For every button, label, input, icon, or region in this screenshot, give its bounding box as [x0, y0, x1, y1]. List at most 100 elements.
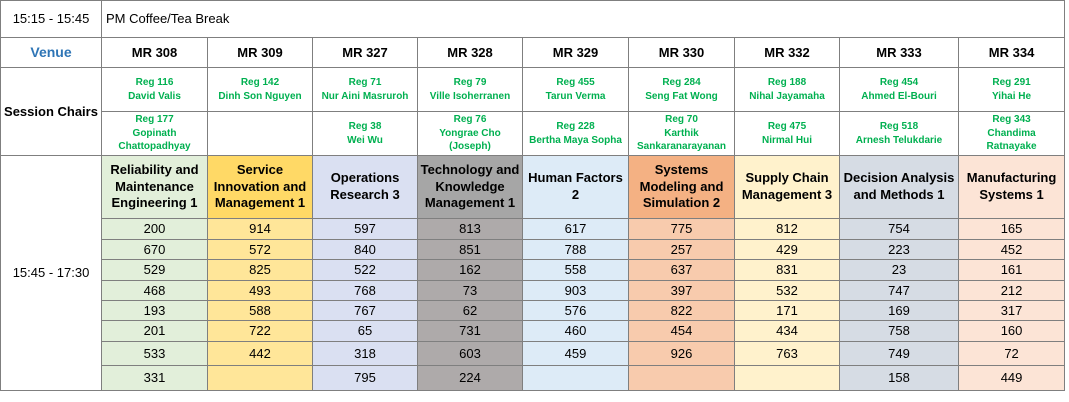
paper-id: 452 [957, 239, 1066, 260]
session-title: Systems Modeling and Simulation 2 [628, 155, 735, 219]
paper-id: 603 [417, 341, 523, 366]
chair-reg: Reg 455 [556, 77, 595, 88]
table-row: Session Chairs Reg 116 David Valis Reg 142 D… [0, 67, 1066, 156]
paper-id: 165 [957, 218, 1066, 240]
paper-id: 749 [839, 341, 959, 366]
paper-id: 914 [207, 218, 313, 240]
paper-id: 331 [101, 365, 208, 391]
paper-id [207, 365, 313, 391]
chair-name: Seng Fat Wong [645, 90, 718, 102]
paper-id [628, 365, 735, 391]
session-chair: Reg 188 Nihal Jayamaha [734, 67, 840, 112]
session-chair: Reg 79 Ville Isoherranen [417, 67, 523, 112]
paper-id: 429 [734, 239, 840, 260]
paper-id: 224 [417, 365, 523, 391]
session-chair: Reg 70 Karthik Sankaranarayanan [628, 111, 735, 156]
paper-id [734, 365, 840, 391]
paper-id: 763 [734, 341, 840, 366]
chair-reg: Reg 116 [135, 77, 174, 88]
venue: MR 329 [522, 37, 629, 68]
chair-reg: Reg 177 [135, 114, 174, 126]
paper-id: 460 [522, 320, 629, 342]
session-title: Operations Research 3 [312, 155, 418, 219]
chair-name: Arnesh Telukdarie [855, 134, 943, 146]
paper-id: 617 [522, 218, 629, 240]
paper-id: 318 [312, 341, 418, 366]
venue: MR 332 [734, 37, 840, 68]
chair-reg: Reg 70 [665, 114, 698, 126]
paper-id: 257 [628, 239, 735, 260]
chair-reg: Reg 475 [767, 121, 807, 132]
venue: MR 334 [957, 37, 1066, 68]
chair-name: Nur Aini Masruroh [321, 90, 409, 102]
chair-name: Wei Wu [347, 134, 383, 146]
venue: MR 308 [101, 37, 208, 68]
paper-id: 572 [207, 239, 313, 260]
paper-id: 768 [312, 280, 418, 301]
chair-reg: Reg 291 [992, 77, 1031, 88]
paper-id: 160 [957, 320, 1066, 342]
chair-name: Gopinath Chattopadhyay [118, 127, 191, 153]
table-row: Reg 177 Gopinath Chattopadhyay Reg 38 Wei W… [1, 111, 1066, 156]
paper-id: 576 [522, 300, 629, 321]
paper-id: 193 [101, 300, 208, 321]
paper-id: 434 [734, 320, 840, 342]
chair-reg: Reg 142 [240, 77, 280, 88]
paper-id: 23 [839, 259, 959, 281]
table-row: 468 493 768 73 903 397 532 747 212 [1, 280, 1066, 301]
session-chair: Reg 228 Bertha Maya Sopha [522, 111, 629, 156]
paper-id: 747 [839, 280, 959, 301]
table-row: 15:15 - 15:45 PM Coffee/Tea Break [0, 0, 1066, 38]
paper-id: 65 [312, 320, 418, 342]
paper-id: 731 [417, 320, 523, 342]
session-chair: Reg 116 David Valis [101, 67, 208, 112]
chair-name: Yongrae Cho (Joseph) [439, 127, 501, 153]
paper-id: 825 [207, 259, 313, 281]
session-chair: Reg 71 Nur Aini Masruroh [312, 67, 418, 112]
chair-reg: Reg 228 [556, 121, 595, 132]
table-row: 331 795 224 158 449 [1, 365, 1066, 391]
paper-id: 588 [207, 300, 313, 321]
paper-id: 795 [312, 365, 418, 391]
paper-id: 840 [312, 239, 418, 260]
paper-id: 722 [207, 320, 313, 342]
venue: MR 327 [312, 37, 418, 68]
chair-name: Yihai He [992, 90, 1032, 102]
chair-name: Ville Isoherranen [429, 90, 511, 102]
schedule-table: 15:15 - 15:45 PM Coffee/Tea Break Venue MR … [0, 0, 1066, 391]
paper-id: 162 [417, 259, 523, 281]
paper-id: 831 [734, 259, 840, 281]
paper-id: 317 [957, 300, 1066, 321]
table-row: 201 722 65 731 460 454 434 758 160 [1, 320, 1066, 342]
paper-id: 158 [839, 365, 959, 391]
chair-name: Dinh Son Nguyen [218, 90, 302, 102]
paper-id: 397 [628, 280, 735, 301]
chair-reg: Reg 188 [767, 77, 807, 88]
paper-id: 468 [101, 280, 208, 301]
session-chair: Reg 518 Arnesh Telukdarie [839, 111, 959, 156]
chair-name: Bertha Maya Sopha [529, 134, 622, 146]
session-chair: Reg 475 Nirmal Hui [734, 111, 840, 156]
table-row: 670 572 840 851 788 257 429 223 452 [1, 239, 1066, 260]
table-row: 193 588 767 62 576 822 171 169 317 [1, 300, 1066, 321]
venue: MR 309 [207, 37, 313, 68]
paper-id: 73 [417, 280, 523, 301]
paper-id: 522 [312, 259, 418, 281]
table-row: Venue MR 308 MR 309 MR 327 MR 328 MR 329 MR 33… [0, 37, 1066, 68]
chair-name: Chandima Ratnayake [986, 127, 1037, 153]
session-chair: Reg 291 Yihai He [957, 67, 1066, 112]
paper-id: 903 [522, 280, 629, 301]
session-title: Manufacturing Systems 1 [957, 155, 1066, 219]
paper-id: 161 [957, 259, 1066, 281]
table-row: 200 914 597 813 617 775 812 754 165 [1, 218, 1066, 240]
session-chair: Reg 142 Dinh Son Nguyen [207, 67, 313, 112]
table-row: 15:45 - 17:30 Reliability and Maintenance… [0, 155, 1066, 391]
paper-id: 812 [734, 218, 840, 240]
paper-id: 169 [839, 300, 959, 321]
paper-id: 449 [957, 365, 1066, 391]
chair-reg: Reg 343 [992, 114, 1031, 126]
chair-reg: Reg 518 [879, 121, 919, 132]
paper-id: 533 [101, 341, 208, 366]
paper-id: 670 [101, 239, 208, 260]
